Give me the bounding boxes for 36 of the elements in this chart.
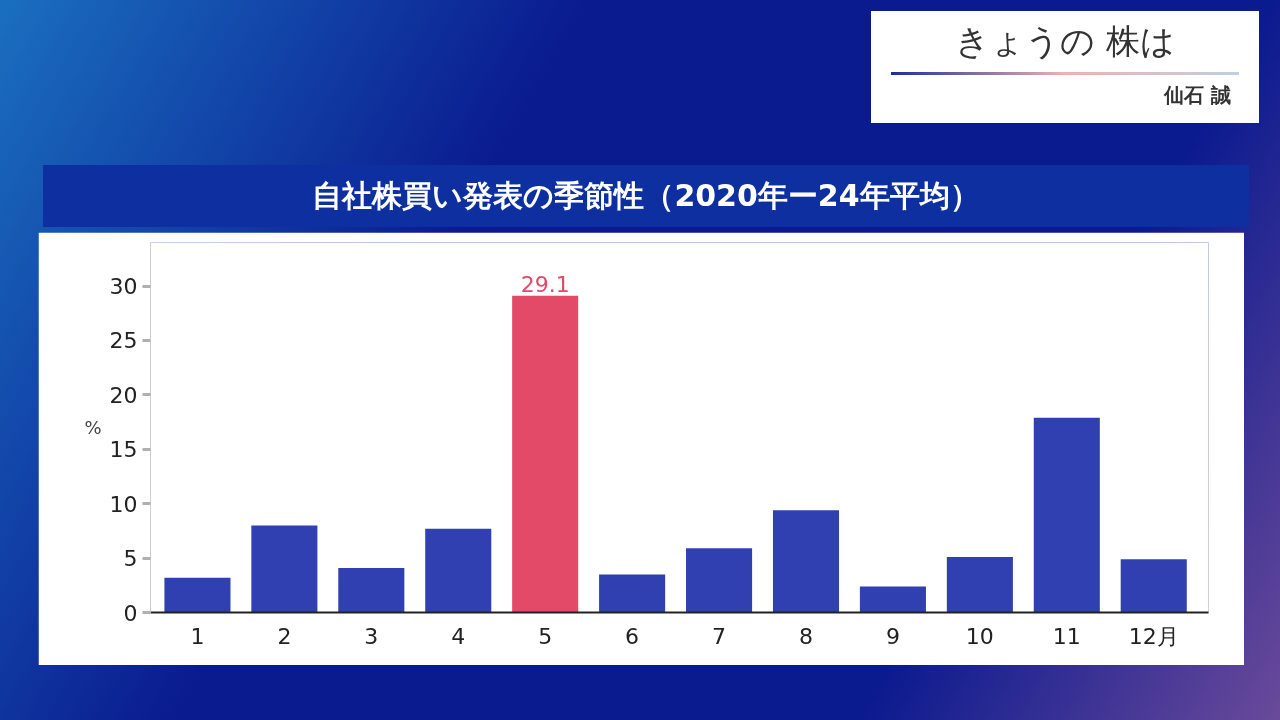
x-tick-label: 1 <box>190 623 205 649</box>
x-tick-label: 10 <box>965 623 994 649</box>
bar <box>1033 417 1100 613</box>
x-tick-label: 9 <box>885 623 900 649</box>
bar <box>512 295 579 613</box>
bar <box>946 557 1013 613</box>
chart-title: 自社株買い発表の季節性（2020年ー24年平均） <box>43 165 1249 227</box>
y-tick-label: 15 <box>109 437 138 463</box>
x-tick-label: 6 <box>625 623 640 649</box>
y-tick-label: 30 <box>109 274 138 300</box>
text: きょうの 株は <box>954 20 1176 63</box>
y-tick-label: 10 <box>109 491 138 517</box>
y-tick-label: 25 <box>109 328 138 354</box>
bar <box>164 577 231 613</box>
x-tick-label: 3 <box>364 623 379 649</box>
bar <box>338 567 405 613</box>
bar <box>686 548 753 613</box>
bar <box>1120 559 1187 613</box>
x-tick-label: 11 <box>1052 623 1081 649</box>
data-label: 29.1 <box>520 271 570 297</box>
y-axis-title: % <box>84 417 102 438</box>
x-tick-label: 5 <box>538 623 553 649</box>
text: 仙石 誠 <box>1163 81 1232 109</box>
y-tick-label: 0 <box>123 600 138 626</box>
y-tick-label: 5 <box>123 546 138 572</box>
bar <box>599 574 666 613</box>
x-tick-label: 7 <box>712 623 727 649</box>
x-tick-label: 12月 <box>1128 623 1179 649</box>
bar <box>772 510 840 613</box>
bar <box>425 528 492 613</box>
x-tick-label: 2 <box>277 623 292 649</box>
y-tick-label: 20 <box>109 382 138 408</box>
x-tick-label: 4 <box>451 623 466 649</box>
bar <box>251 525 318 613</box>
x-tick-label: 8 <box>798 623 813 649</box>
bar <box>859 586 926 613</box>
